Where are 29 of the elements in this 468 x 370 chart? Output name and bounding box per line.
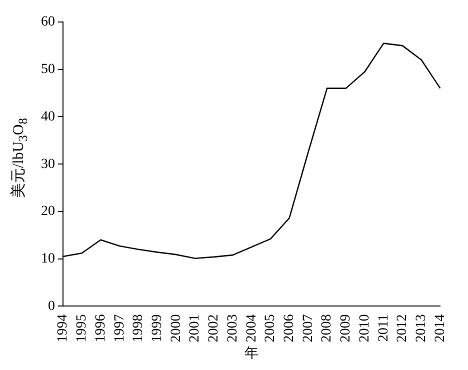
x-tick-label: 2014 bbox=[432, 314, 448, 342]
x-tick-label: 1998 bbox=[131, 314, 146, 342]
x-tick-label: 2007 bbox=[300, 314, 316, 342]
y-tick-label: 50 bbox=[41, 62, 55, 78]
x-tick-label: 2010 bbox=[357, 314, 372, 342]
x-tick-label: 2004 bbox=[244, 314, 260, 342]
x-tick-label: 2001 bbox=[188, 314, 203, 342]
x-tick-label: 2003 bbox=[225, 314, 240, 342]
y-tick-label: 0 bbox=[48, 298, 55, 314]
x-tick-label: 2009 bbox=[338, 314, 354, 342]
x-tick-label: 2006 bbox=[282, 314, 297, 342]
x-tick-label: 2012 bbox=[395, 314, 410, 342]
x-tick-label: 1995 bbox=[74, 314, 90, 342]
y-tick-label: 20 bbox=[41, 204, 55, 220]
x-tick-label: 2005 bbox=[263, 314, 278, 342]
x-axis-title: 年 bbox=[244, 345, 259, 362]
y-tick-label: 40 bbox=[41, 109, 55, 124]
x-tick-label: 1997 bbox=[112, 314, 128, 342]
y-tick-label: 10 bbox=[41, 252, 55, 267]
x-tick-label: 2011 bbox=[376, 314, 392, 342]
x-tick-label: 2008 bbox=[320, 314, 335, 342]
x-tick-label: 1996 bbox=[93, 314, 108, 342]
x-tick-label: 2013 bbox=[414, 314, 430, 342]
x-tick-label: 1999 bbox=[150, 314, 165, 342]
y-tick-label: 30 bbox=[41, 156, 55, 172]
y-tick-label: 60 bbox=[41, 14, 55, 30]
x-tick-label: 2000 bbox=[168, 314, 184, 342]
x-tick-label: 2002 bbox=[206, 314, 222, 342]
x-tick-label: 1994 bbox=[56, 314, 71, 342]
